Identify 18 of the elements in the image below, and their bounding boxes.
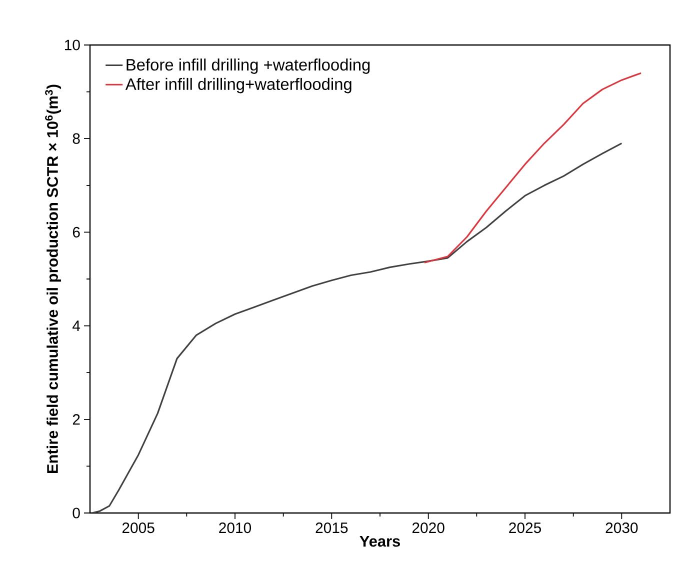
x-axis-title: Years [360,536,400,547]
legend-label: Before infill drilling +waterflooding [126,58,370,74]
y-tick-label: 10 [65,40,80,50]
line-series [91,142,622,513]
x-tick-label: 2020 [412,522,444,534]
y-axis-title: Entire field cumulative oil production SCTR × 10$^{6}$(m$^{3}$) [45,84,62,474]
line-series [424,72,642,264]
y-tick-label: 6 [72,226,80,238]
y-tick-label: 2 [72,414,80,425]
y-tick-label: 8 [72,133,80,144]
y-tick-label: 4 [72,320,80,331]
x-tick-label: 2005 [122,522,154,534]
x-tick-label: 2025 [509,522,541,534]
y-tick-label: 0 [72,508,80,518]
x-tick-label: 2010 [219,522,252,534]
x-tick-label: 2015 [316,522,348,534]
x-tick-label: 2030 [606,522,638,534]
legend-label: After infill drilling+waterflooding [125,78,352,94]
